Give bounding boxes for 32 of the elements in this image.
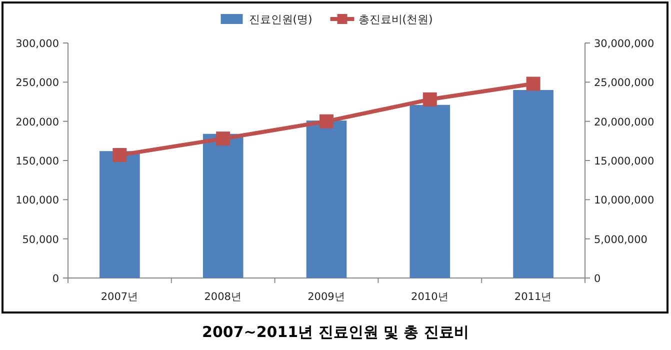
- point: [526, 76, 540, 91]
- bar: [306, 120, 347, 278]
- y2-tick-label: 30,000,000: [594, 38, 654, 50]
- y-tick-label: 0: [52, 273, 59, 285]
- y2-tick-label: 5,000,000: [594, 234, 648, 246]
- x-tick-label: 2008년: [204, 291, 242, 303]
- y-tick-label: 150,000: [16, 156, 59, 168]
- legend-label: 진료인원(명): [248, 13, 312, 26]
- x-tick-label: 2010년: [411, 291, 449, 303]
- point: [422, 92, 437, 106]
- x-tick-label: 2011년: [514, 291, 552, 303]
- y-tick-label: 100,000: [16, 194, 59, 207]
- y-tick-label: 50,000: [22, 234, 59, 246]
- y2-tick-label: 15,000,000: [594, 156, 654, 168]
- point: [216, 132, 230, 146]
- legend-label: 총진료비(천원): [358, 13, 433, 26]
- y2-tick-label: 10,000,000: [594, 194, 654, 207]
- y-tick-label: 300,000: [16, 38, 59, 50]
- text: 2007~2011년 진료인원 및 총 진료비: [202, 323, 469, 341]
- y2-tick-label: 25,000,000: [594, 77, 654, 90]
- y2-tick-label: 20,000,000: [594, 116, 654, 128]
- y-tick-label: 250,000: [16, 77, 59, 90]
- x-tick-label: 2007년: [100, 291, 139, 303]
- point: [320, 114, 334, 128]
- point: [112, 148, 127, 162]
- bar: [513, 90, 554, 278]
- y-tick-label: 200,000: [16, 116, 59, 128]
- bar: [410, 104, 450, 278]
- x-tick-label: 2009년: [308, 291, 346, 303]
- y2-tick-label: 0: [594, 273, 601, 285]
- bar: [202, 134, 244, 278]
- bar: [100, 151, 140, 278]
